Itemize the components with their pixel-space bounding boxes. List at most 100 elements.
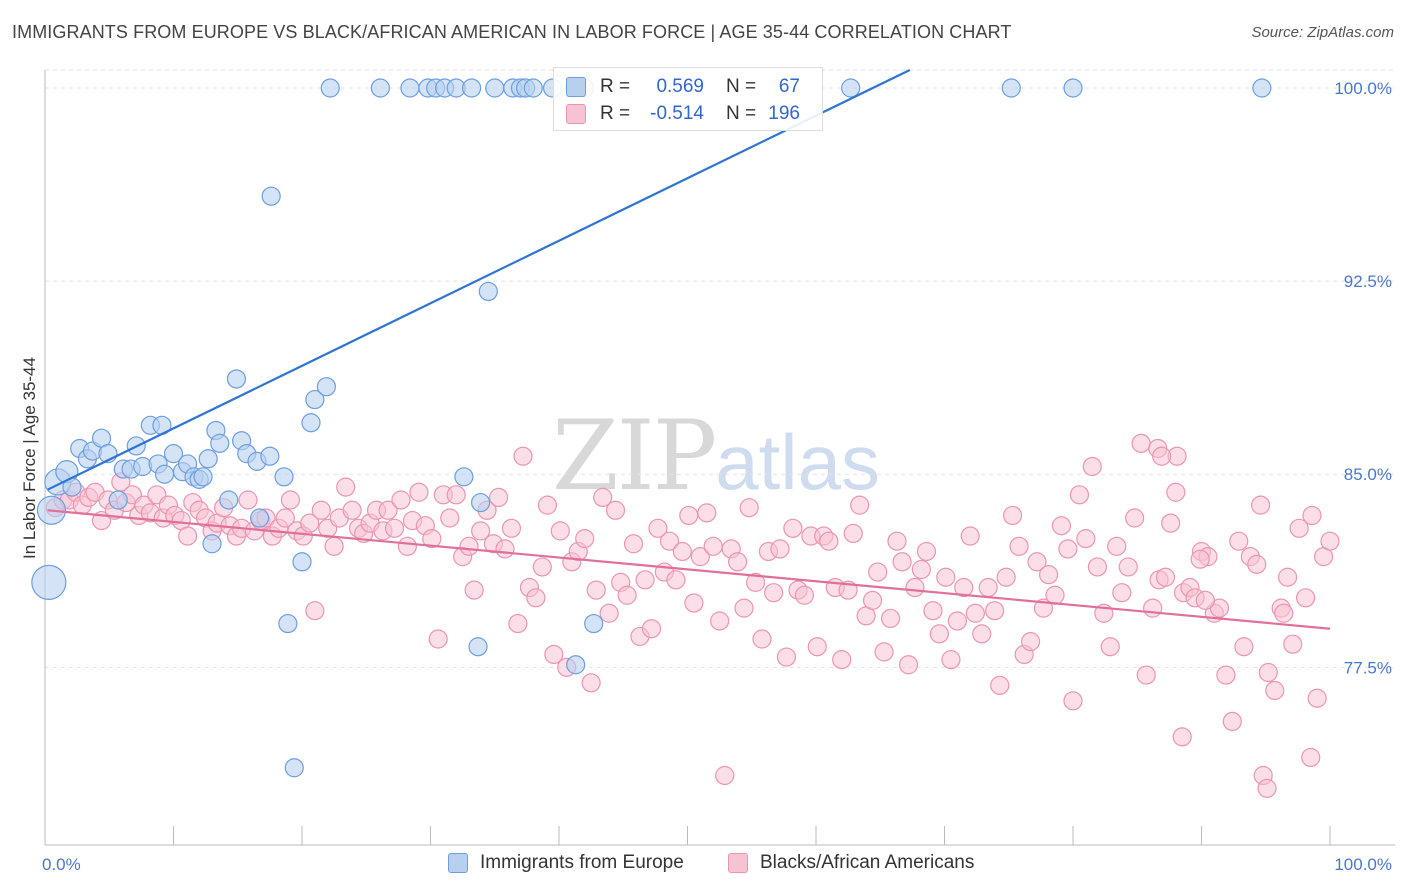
point-blacks — [391, 490, 411, 510]
point-blacks — [178, 526, 198, 546]
point-europe — [1063, 78, 1083, 98]
point-blacks — [508, 613, 528, 634]
point-blacks — [697, 503, 717, 523]
y-tick-label: 92.5% — [1344, 272, 1392, 291]
point-blacks — [581, 673, 601, 693]
point-blacks — [1038, 565, 1059, 585]
point-blacks — [599, 603, 619, 623]
point-blacks — [684, 593, 704, 613]
chart-title: IMMIGRANTS FROM EUROPE VS BLACK/AFRICAN … — [12, 22, 1012, 42]
point-blacks — [1172, 727, 1192, 747]
point-blacks — [887, 531, 907, 551]
point-blacks — [440, 508, 460, 528]
point-blacks — [783, 518, 803, 538]
stats-n-label: N = — [726, 103, 757, 124]
watermark: ZIPatlas — [552, 400, 880, 512]
point-blacks — [941, 650, 961, 670]
point-blacks — [641, 619, 662, 639]
point-blacks — [342, 500, 362, 520]
point-blacks — [1107, 536, 1127, 556]
point-blacks — [575, 529, 595, 549]
point-blacks — [850, 495, 870, 515]
point-blacks — [1283, 634, 1303, 654]
legend-swatch-europe — [448, 853, 468, 873]
point-blacks — [324, 536, 344, 556]
point-blacks — [489, 487, 509, 508]
point-blacks — [905, 577, 925, 598]
point-blacks — [739, 498, 759, 518]
point-blacks — [1155, 567, 1176, 587]
point-blacks — [1045, 585, 1065, 605]
point-blacks — [605, 500, 626, 520]
x-tick-label: 100.0% — [1334, 855, 1392, 874]
point-blacks — [911, 559, 931, 580]
point-blacks — [898, 655, 919, 675]
point-blacks — [794, 585, 815, 605]
legend-item-blacks[interactable]: Blacks/African Americans — [728, 852, 974, 874]
point-blacks — [336, 477, 356, 497]
stats-r-label: R = — [600, 76, 631, 97]
point-blacks — [892, 552, 912, 572]
point-blacks — [1131, 433, 1151, 453]
point-blacks — [776, 647, 797, 667]
point-blacks — [947, 611, 967, 631]
stats-r-label: R = — [600, 103, 631, 124]
point-blacks — [1100, 637, 1120, 657]
point-europe — [210, 433, 230, 453]
source-label: Source: ZipAtlas.com — [1251, 24, 1394, 41]
point-blacks — [1247, 554, 1267, 574]
trend-line-blacks — [47, 509, 1331, 630]
point-blacks — [1302, 505, 1322, 526]
point-blacks — [311, 500, 331, 520]
point-europe — [841, 78, 861, 98]
point-europe — [193, 467, 213, 487]
point-blacks — [422, 529, 442, 549]
legend-item-europe[interactable]: Immigrants from Europe — [448, 852, 684, 874]
point-blacks — [666, 570, 686, 590]
point-blacks — [985, 601, 1005, 621]
point-europe — [284, 758, 304, 778]
point-europe — [202, 534, 222, 554]
point-blacks — [954, 577, 974, 598]
point-blacks — [1274, 603, 1294, 623]
point-blacks — [965, 603, 985, 623]
grid-lines — [45, 69, 1395, 668]
point-blacks — [936, 567, 956, 587]
point-blacks — [996, 567, 1016, 587]
point-europe — [154, 464, 175, 484]
point-europe — [471, 492, 491, 513]
point-europe — [566, 655, 586, 675]
point-blacks — [916, 541, 937, 562]
point-blacks — [1257, 778, 1277, 798]
point-blacks — [929, 624, 949, 644]
point-blacks — [880, 608, 901, 629]
point-europe — [462, 78, 482, 98]
point-europe — [1252, 78, 1272, 98]
point-blacks — [807, 637, 827, 657]
point-blacks — [446, 485, 466, 505]
point-europe — [454, 467, 474, 487]
point-blacks — [1112, 583, 1132, 603]
point-europe — [249, 508, 270, 528]
point-blacks — [1265, 680, 1285, 701]
point-europe — [108, 490, 128, 510]
point-blacks — [862, 590, 883, 610]
point-blacks — [1195, 590, 1215, 610]
point-blacks — [617, 585, 637, 605]
point-blacks — [923, 601, 943, 621]
point-blacks — [659, 531, 680, 551]
y-tick-label: 77.5% — [1344, 658, 1392, 677]
point-blacks — [305, 601, 325, 621]
point-blacks — [819, 531, 839, 551]
point-europe — [523, 78, 543, 98]
point-blacks — [544, 644, 564, 665]
point-blacks — [586, 580, 606, 600]
point-blacks — [1152, 446, 1172, 466]
point-europe — [370, 78, 390, 98]
point-blacks — [409, 482, 429, 502]
y-axis-label: In Labor Force | Age 35-44 — [20, 357, 39, 559]
stats-row-blacks: R = -0.514 N = 196 — [566, 101, 800, 127]
series-blacks-points — [45, 433, 1340, 798]
stats-swatch-blacks — [566, 104, 586, 124]
